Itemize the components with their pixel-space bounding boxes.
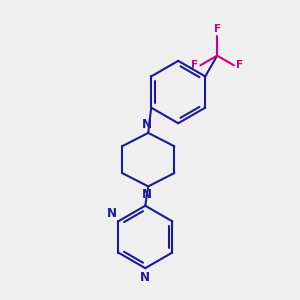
Text: F: F <box>236 60 243 70</box>
Text: F: F <box>214 24 221 34</box>
Text: F: F <box>191 60 198 70</box>
Text: N: N <box>142 118 152 131</box>
Text: N: N <box>107 207 117 220</box>
Text: N: N <box>142 188 152 201</box>
Text: N: N <box>140 271 150 284</box>
